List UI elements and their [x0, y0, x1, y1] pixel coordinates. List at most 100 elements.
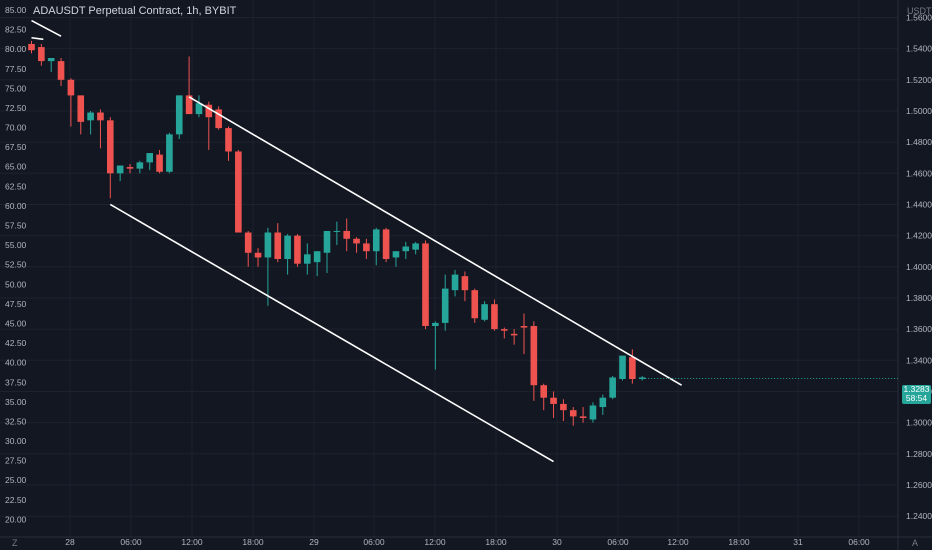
left-axis-label: 30.00 — [5, 436, 27, 446]
right-axis-label: 1.4800 — [906, 137, 932, 147]
candle — [77, 95, 85, 135]
time-axis-label: 31 — [793, 537, 803, 547]
auto-scale-button[interactable]: A — [912, 538, 919, 548]
candle — [333, 221, 341, 245]
time-axis-label: 12:00 — [424, 537, 446, 547]
candle-body — [284, 235, 291, 260]
candle — [363, 238, 370, 260]
right-axis-unit: USDT — [907, 6, 932, 16]
candle-body — [304, 254, 311, 264]
time-axis-label: 12:00 — [667, 537, 689, 547]
right-axis-label: 1.4200 — [906, 231, 932, 241]
candle-body — [333, 230, 341, 232]
left-axis-label: 25.00 — [5, 475, 27, 485]
left-axis-label: 42.50 — [5, 338, 27, 348]
left-axis-label: 72.50 — [5, 103, 27, 113]
candle — [67, 78, 75, 127]
candle — [136, 160, 144, 174]
right-axis-label: 1.2800 — [906, 449, 932, 459]
candle-body — [313, 251, 321, 263]
time-axis-label: 12:00 — [181, 537, 203, 547]
left-axis-label: 20.00 — [5, 514, 27, 524]
candle — [284, 234, 291, 275]
candle-body — [235, 151, 242, 233]
left-axis-label: 32.50 — [5, 416, 27, 426]
left-axis-label: 65.00 — [5, 162, 27, 172]
candle — [402, 241, 410, 260]
candle — [175, 95, 183, 140]
right-axis-label: 1.3400 — [906, 355, 932, 365]
candle-body — [353, 238, 360, 244]
candle — [579, 407, 587, 423]
right-axis: 1.5600 1.5400 1.5200 1.5000 1.4800 1.4600 1.44… — [906, 12, 932, 521]
candle-body — [77, 95, 85, 122]
candle-body — [175, 95, 183, 135]
candle — [451, 269, 459, 297]
candle-body — [609, 377, 616, 398]
trendline — [31, 19, 62, 37]
candle-body — [28, 43, 35, 51]
candle-body — [432, 322, 439, 327]
candle-body — [540, 385, 547, 398]
candle-body — [67, 79, 75, 96]
bar-countdown: 58:54 — [905, 393, 928, 403]
candle-body — [87, 112, 94, 121]
candle-body — [57, 61, 65, 80]
timezone-toggle-icon[interactable]: Z — [12, 538, 18, 548]
trendlines-layer — [31, 19, 898, 463]
candle-body — [225, 128, 232, 152]
time-axis-label: 06:00 — [363, 537, 385, 547]
candle-body — [560, 403, 567, 411]
time-axis-label: 18:00 — [485, 537, 507, 547]
right-axis-label: 1.4400 — [906, 199, 932, 209]
right-axis-label: 1.5000 — [906, 106, 932, 116]
left-axis-label: 52.50 — [5, 260, 27, 270]
candle-body — [146, 153, 153, 163]
candle — [461, 271, 469, 302]
candle-body — [619, 355, 626, 379]
candle — [471, 288, 479, 323]
candle-body — [126, 167, 134, 169]
candle-body — [156, 154, 163, 172]
left-axis-label: 62.50 — [5, 181, 27, 191]
candle-body — [599, 397, 607, 408]
candle-body — [550, 397, 557, 404]
trendline — [31, 36, 44, 41]
candle-body — [215, 109, 222, 129]
left-axis-label: 37.50 — [5, 377, 27, 387]
candle — [432, 321, 439, 370]
candle — [107, 117, 114, 199]
candle — [520, 313, 528, 355]
candle-body — [205, 104, 213, 118]
candle-body — [185, 95, 193, 115]
candle-body — [363, 243, 370, 252]
candle-body — [274, 232, 282, 260]
right-axis-label: 1.3600 — [906, 324, 932, 334]
candle — [382, 227, 390, 263]
candle — [589, 402, 597, 423]
left-axis-label: 27.50 — [5, 456, 27, 466]
time-axis-label: 30 — [552, 537, 562, 547]
candle — [244, 230, 252, 267]
candle-body — [47, 57, 55, 62]
candle — [205, 101, 213, 150]
left-axis-label: 82.50 — [5, 25, 27, 35]
right-axis-label: 1.5600 — [906, 12, 932, 22]
candle-body — [382, 229, 390, 260]
time-axis-label: 06:00 — [120, 537, 142, 547]
candle — [323, 230, 331, 274]
time-axis-label: 29 — [309, 537, 319, 547]
time-axis-label: 18:00 — [728, 537, 750, 547]
candle — [225, 126, 232, 161]
candle — [609, 375, 616, 400]
candle — [441, 274, 449, 331]
right-axis-label: 1.2600 — [906, 480, 932, 490]
candle-body — [491, 304, 498, 330]
right-axis-label: 1.5200 — [906, 75, 932, 85]
candle — [501, 327, 508, 339]
candle — [569, 407, 577, 426]
left-axis-label: 47.50 — [5, 299, 27, 309]
candle-body — [471, 290, 479, 319]
